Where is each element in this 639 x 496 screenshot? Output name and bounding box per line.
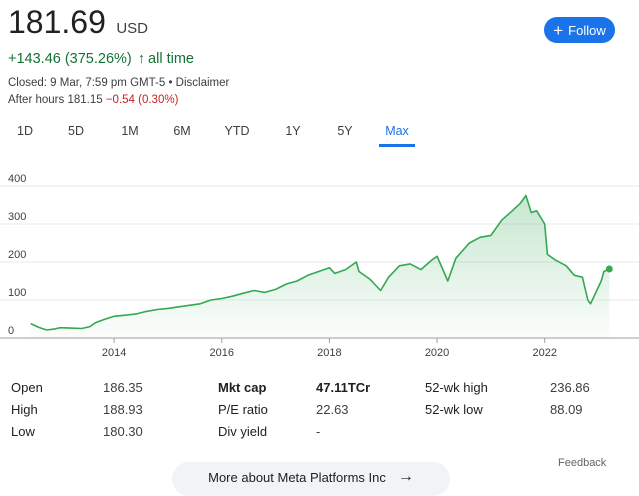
arrow-right-icon: → [397,468,414,485]
after-hours-label: After hours [8,94,65,106]
y-tick-label: 100 [8,287,26,299]
tab-1d[interactable]: 1D [17,124,33,138]
change-value: +143.46 (375.26%) [8,51,132,67]
y-tick-label: 400 [8,173,26,185]
tab-max[interactable]: Max [379,124,415,147]
after-hours-price: 181.15 [67,94,103,106]
plus-icon: + [553,20,564,40]
stat-open-value: 186.35 [103,380,143,395]
x-tick-label: 2016 [210,347,234,359]
after-hours-change: −0.54 (0.30%) [105,94,179,106]
tab-1m[interactable]: 1M [121,124,139,138]
stat-mktcap-label: Mkt cap [218,380,267,395]
stat-high-label: High [11,402,38,417]
stat-52wk-high-label: 52-wk high [425,380,488,395]
x-tick-label: 2022 [532,347,556,359]
stat-low-value: 180.30 [103,424,143,439]
more-about-label: More about Meta Platforms Inc [208,469,386,485]
tab-ytd[interactable]: YTD [224,124,250,138]
stat-divyield-label: Div yield [218,424,268,439]
change-period: all time [148,51,194,67]
tab-6m[interactable]: 6M [173,124,191,138]
price-header: 181.69 USD [8,4,148,41]
closed-time: Closed: 9 Mar, 7:59 pm GMT-5 [8,77,166,89]
after-hours: After hours 181.15 −0.54 (0.30%) [8,94,178,106]
tab-5y[interactable]: 5Y [337,124,353,138]
stat-high-value: 188.93 [103,402,143,417]
tab-5d[interactable]: 5D [68,124,84,138]
currency-label: USD [116,20,148,37]
stat-pe-value: 22.63 [316,402,349,417]
current-price: 181.69 [8,4,106,40]
arrow-up-icon: ↑ [137,51,146,67]
tab-1y[interactable]: 1Y [285,124,301,138]
y-tick-label: 300 [8,211,26,223]
follow-label: Follow [568,22,606,38]
stat-52wk-low-label: 52-wk low [425,402,483,417]
stat-open-label: Open [11,380,43,395]
more-about-button[interactable]: More about Meta Platforms Inc → [172,462,450,496]
price-change: +143.46 (375.26%) ↑ all time [8,51,194,67]
follow-button[interactable]: + Follow [544,17,615,43]
stat-pe-label: P/E ratio [218,402,268,417]
x-tick-label: 2020 [425,347,449,359]
feedback-link[interactable]: Feedback [558,457,607,469]
market-status: Closed: 9 Mar, 7:59 pm GMT-5 • Disclaime… [8,77,229,89]
stat-52wk-high-value: 236.86 [550,380,590,395]
price-chart: 0 100 200 300 400 2014 2016 2018 2020 2022 [0,173,639,359]
stat-mktcap-value: 47.11TCr [316,380,371,395]
price-line [30,194,610,331]
y-tick-label: 200 [8,249,26,261]
x-tick-label: 2014 [102,347,126,359]
y-tick-label: 0 [8,325,14,337]
stat-divyield-value: - [316,424,321,439]
price-area [30,195,610,338]
x-tick-label: 2018 [317,347,341,359]
stat-52wk-low-value: 88.09 [550,402,583,417]
disclaimer-link[interactable]: Disclaimer [175,77,230,89]
current-price-marker [605,265,613,273]
stat-low-label: Low [11,424,35,439]
separator-dot: • [168,77,173,89]
